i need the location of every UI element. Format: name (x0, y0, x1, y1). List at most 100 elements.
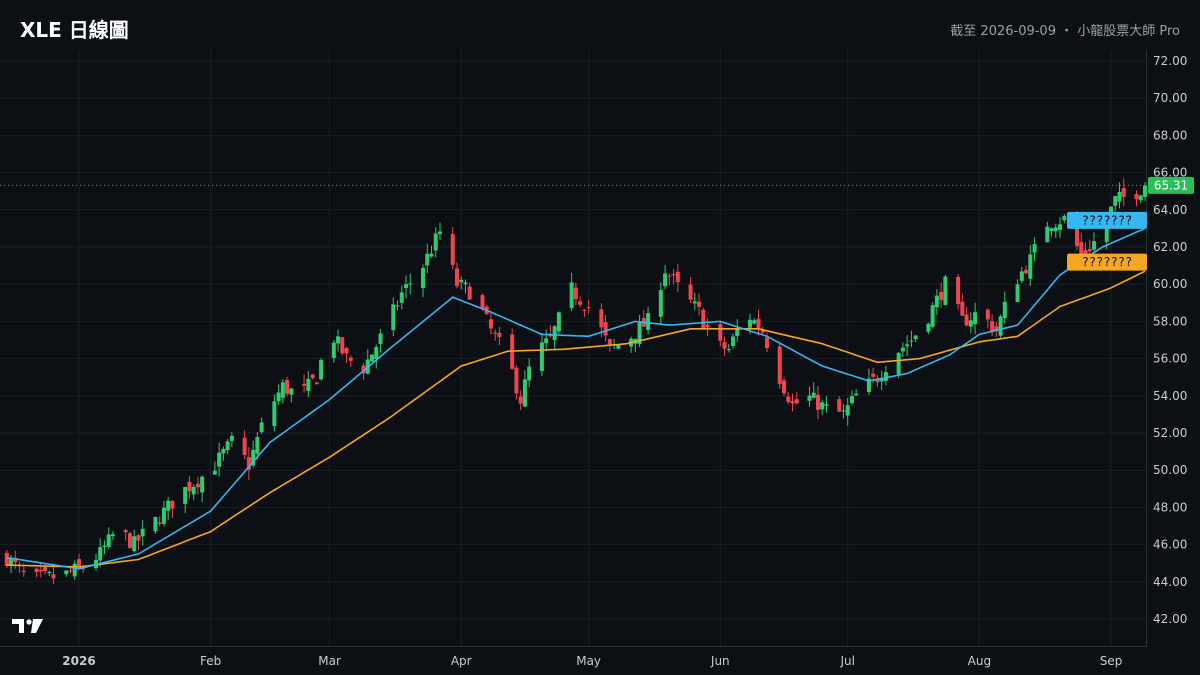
candle-body (909, 340, 914, 342)
y-tick-label: 52.00 (1153, 426, 1187, 440)
candle-body (459, 279, 464, 283)
candle-body (1138, 195, 1143, 201)
ma-slow-tag: ??????? (1067, 253, 1147, 271)
candle-body (166, 500, 171, 511)
candle-body (539, 342, 544, 371)
y-tick-label: 70.00 (1153, 91, 1187, 105)
candle-body (658, 290, 663, 317)
y-tick-label: 66.00 (1153, 166, 1187, 180)
candle-body (302, 383, 307, 386)
asof-label: 截至 2026-09-09 ・ 小龍股票大師 Pro (950, 24, 1180, 39)
candle-body (4, 552, 9, 566)
x-tick-label: Apr (451, 654, 472, 668)
candle-body (1092, 241, 1097, 250)
candle-body (110, 534, 115, 537)
candle-body (43, 566, 48, 572)
ma-slow-label: ??????? (1082, 255, 1133, 269)
candle-body (340, 337, 345, 354)
candle-body (578, 301, 583, 305)
candle-body (701, 309, 706, 329)
y-tick-label: 62.00 (1153, 240, 1187, 254)
candle-body (998, 316, 1003, 336)
candle-body (314, 382, 319, 385)
candle-body (663, 273, 668, 287)
candle-body (756, 318, 761, 329)
candle-body (697, 301, 702, 307)
candle-body (132, 536, 137, 552)
candle-body (246, 457, 251, 470)
candle-body (871, 373, 876, 377)
candle-body (1049, 228, 1054, 232)
candle-body (488, 319, 493, 329)
candle-body (361, 365, 366, 374)
candle-body (217, 452, 222, 467)
y-tick-label: 50.00 (1153, 463, 1187, 477)
candle-body (408, 283, 413, 285)
y-tick-label: 56.00 (1153, 352, 1187, 366)
candle-body (51, 574, 56, 579)
candle-body (582, 309, 587, 311)
y-tick-label: 54.00 (1153, 389, 1187, 403)
candle-body (934, 295, 939, 308)
candle-body (310, 374, 315, 379)
candle-body (896, 352, 901, 375)
candle-body (319, 359, 324, 380)
candle-body (1002, 301, 1007, 319)
x-tick-label: Jul (839, 654, 854, 668)
candles (4, 178, 1147, 585)
candle-body (221, 449, 226, 454)
candle-body (722, 341, 727, 349)
candle-body (1019, 271, 1024, 281)
candle-body (994, 326, 999, 332)
candle-body (480, 295, 485, 309)
candle-body (845, 405, 850, 416)
y-tick-label: 72.00 (1153, 54, 1187, 68)
candle-body (421, 267, 425, 289)
candle-body (573, 287, 578, 300)
candle-body (811, 392, 816, 398)
time-axis: 2026 Feb Mar Apr May Jun Jul Aug Sep (62, 654, 1122, 668)
candle-body (161, 507, 166, 524)
candle-body (688, 284, 693, 300)
candle-body (943, 276, 948, 306)
candle-body (72, 563, 77, 577)
candle-body (777, 346, 782, 385)
candle-body (705, 324, 710, 328)
ma-fast-line (6, 227, 1146, 570)
candle-body (170, 500, 175, 509)
candle-body (752, 320, 757, 324)
candle-body (603, 322, 608, 336)
candle-body (1053, 227, 1058, 232)
candle-body (1104, 219, 1109, 242)
last-price-tag: 65.31 (1148, 176, 1194, 194)
candle-body (344, 348, 349, 354)
candle-body (331, 342, 336, 358)
candle-body (399, 292, 404, 303)
candle-body (1121, 187, 1126, 197)
candle-body (467, 286, 472, 300)
price-axis: 72.00 70.00 68.00 66.00 64.00 62.00 60.00 58.00… (1153, 54, 1187, 626)
candle-body (905, 344, 910, 347)
y-tick-label: 64.00 (1153, 203, 1187, 217)
candle-body (616, 344, 621, 349)
candle-body (883, 372, 888, 381)
candle-body (98, 547, 103, 561)
candle-body (514, 367, 519, 394)
ma-slow-line (6, 270, 1146, 568)
candle-body (1015, 284, 1020, 303)
chart-title: XLE 日線圖 (20, 18, 129, 42)
candle-body (790, 401, 795, 404)
y-tick-label: 48.00 (1153, 500, 1187, 514)
candle-body (374, 347, 379, 360)
candle-body (879, 378, 884, 382)
candle-body (102, 545, 107, 547)
candle-body (272, 401, 277, 427)
candle-body (807, 395, 812, 401)
candle-body (930, 305, 935, 327)
candle-body (544, 338, 549, 344)
x-tick-label: Mar (318, 654, 341, 668)
x-tick-label: May (576, 654, 601, 668)
candle-body (81, 568, 86, 570)
